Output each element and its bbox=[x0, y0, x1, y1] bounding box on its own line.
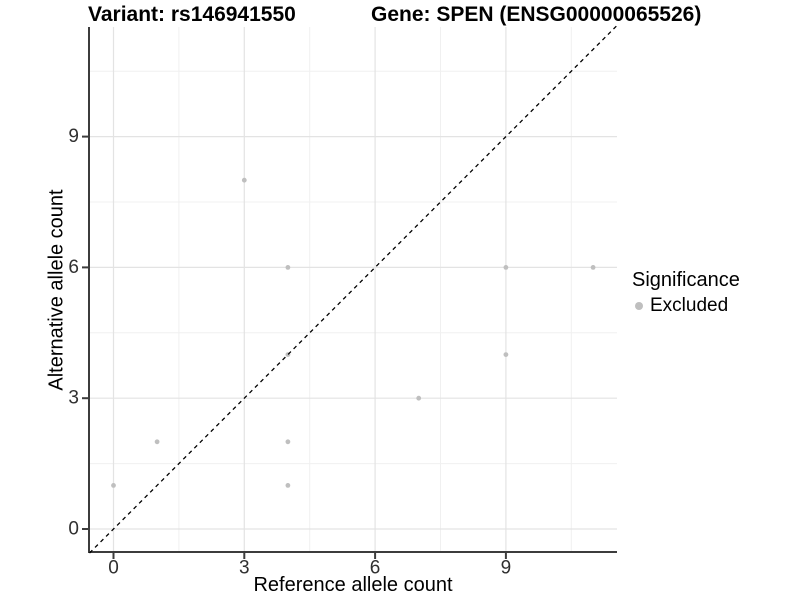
data-point bbox=[154, 439, 160, 445]
data-point bbox=[285, 483, 291, 488]
data-point bbox=[416, 395, 422, 401]
data-point bbox=[590, 265, 596, 270]
y-tick-label: 3 bbox=[68, 388, 79, 409]
x-tick-label: 0 bbox=[108, 558, 119, 579]
x-axis-title: Reference allele count bbox=[253, 574, 453, 596]
y-axis-title: Alternative allele count bbox=[45, 189, 68, 391]
data-point bbox=[285, 439, 291, 445]
gene-title: Gene: SPEN (ENSG00000065526) bbox=[371, 3, 702, 26]
identity-dashed-line bbox=[89, 24, 618, 554]
x-tick-label: 9 bbox=[501, 558, 512, 579]
legend-title: Significance bbox=[632, 269, 740, 291]
data-point bbox=[111, 483, 116, 488]
data-point bbox=[285, 265, 291, 270]
data-point bbox=[241, 177, 247, 183]
legend-entry-label: Excluded bbox=[650, 295, 729, 316]
excluded-point-icon bbox=[635, 302, 643, 310]
legend: Significance Excluded bbox=[632, 269, 740, 317]
y-tick-label: 0 bbox=[68, 519, 79, 540]
x-tick-label: 6 bbox=[370, 558, 381, 579]
y-tick-label: 9 bbox=[68, 126, 79, 147]
x-tick-label: 3 bbox=[239, 558, 250, 579]
data-point bbox=[503, 265, 509, 270]
variant-title: Variant: rs146941550 bbox=[88, 3, 296, 26]
data-point bbox=[503, 352, 509, 357]
legend-entry-excluded: Excluded bbox=[632, 295, 740, 317]
y-tick-label: 6 bbox=[68, 257, 79, 278]
